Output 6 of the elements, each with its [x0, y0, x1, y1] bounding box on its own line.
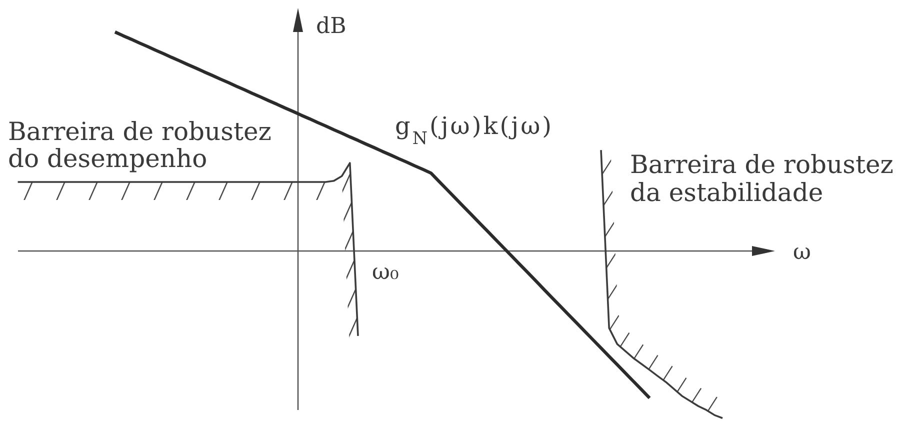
series-label: Barreira de robustez do desempenho: [8, 117, 272, 173]
annotation: ω₀: [372, 260, 399, 285]
x-axis-title: ω: [793, 240, 811, 265]
series-label: g$_{N}$(jω)k(jω): [395, 112, 554, 149]
series-label: Barreira de robustez da estabilidade: [630, 150, 894, 207]
y-axis-title: dB: [316, 14, 346, 39]
